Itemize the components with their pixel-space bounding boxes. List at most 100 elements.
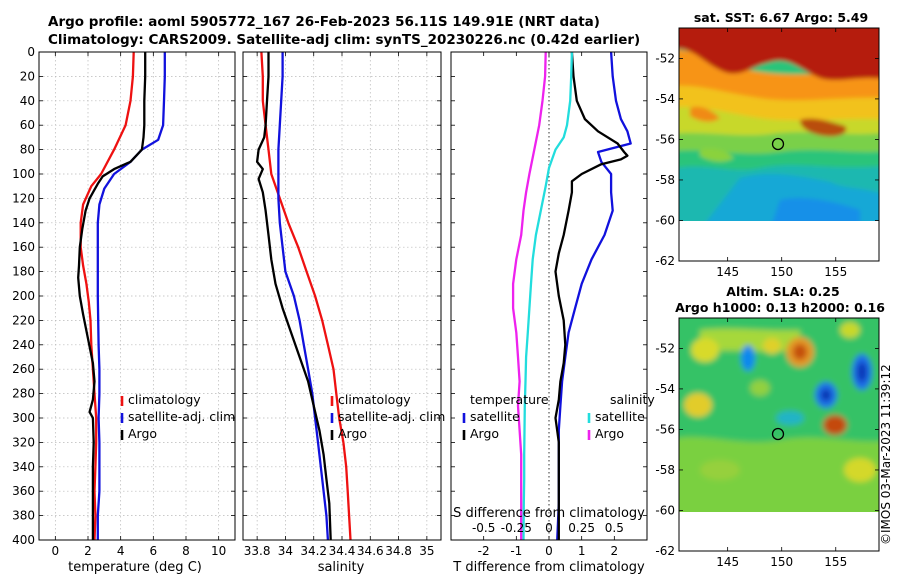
map-y-tick-label: -62	[655, 544, 675, 558]
map-y-tick-label: -58	[655, 173, 675, 187]
map-y-tick-label: -52	[655, 341, 675, 355]
y-tick-label: 380	[12, 509, 35, 523]
x-tick-label: 34.8	[385, 544, 412, 558]
map-y-tick-label: -62	[655, 254, 675, 268]
y-tick-label: 400	[12, 533, 35, 547]
y-tick-label: 20	[20, 69, 35, 83]
x-tick-label: 34.4	[329, 544, 356, 558]
legend-label: satellite-adj. clim	[128, 409, 235, 424]
figure-title-line2: Climatology: CARS2009. Satellite-adj cli…	[48, 32, 641, 48]
y-tick-label: 80	[20, 143, 35, 157]
map-y-tick-label: -54	[655, 92, 675, 106]
x-tick-label: 34.2	[300, 544, 327, 558]
x-tick-label: -1	[510, 544, 522, 558]
map-x-tick-label: 145	[716, 555, 739, 569]
y-tick-label: 0	[27, 45, 35, 59]
legend-label: Argo	[128, 426, 157, 441]
x-tick-label: 10	[211, 544, 226, 558]
series-line-satellite-adj-clim	[96, 52, 166, 540]
y-tick-label: 140	[12, 216, 35, 230]
x-tick-label: 1	[578, 544, 586, 558]
series-line-salinity-satellite	[522, 52, 574, 540]
y-tick-label: 340	[12, 460, 35, 474]
map-y-tick-label: -52	[655, 51, 675, 65]
x2-tick-label: 0.5	[605, 521, 624, 535]
x-tick-label: 33.8	[244, 544, 271, 558]
x-tick-label: 0	[545, 544, 553, 558]
y-tick-label: 60	[20, 118, 35, 132]
map-x-tick-label: 150	[770, 265, 793, 279]
x-tick-label: 34.6	[357, 544, 384, 558]
legend-header-salinity: salinity	[610, 392, 655, 407]
x-tick-label: 2	[611, 544, 619, 558]
map-y-tick-label: -58	[655, 463, 675, 477]
y-tick-label: 180	[12, 265, 35, 279]
figure-title-line1: Argo profile: aoml 5905772_167 26-Feb-20…	[48, 14, 600, 30]
sst-map: 145 150 155 -52 -54 -56 -58 -60 -62	[655, 27, 880, 279]
series-line-satellite-adj-clim	[277, 52, 330, 540]
map-x-tick-label: 155	[824, 265, 847, 279]
legend-label: satellite-adj. clim	[338, 409, 445, 424]
legend-label: Argo	[470, 426, 499, 441]
legend-label: satellite	[595, 409, 645, 424]
map-x-tick-label: 155	[824, 555, 847, 569]
map-x-tick-label: 145	[716, 265, 739, 279]
y-tick-label: 320	[12, 435, 35, 449]
x-tick-label: 4	[117, 544, 125, 558]
x-tick-label: -2	[478, 544, 490, 558]
sst-argo-marker	[771, 137, 785, 151]
x-tick-label: 8	[182, 544, 190, 558]
series-line-argo	[255, 52, 332, 540]
map-y-tick-label: -60	[655, 213, 675, 227]
legend-label: climatology	[128, 392, 201, 407]
difference-xlabel: T difference from climatology	[452, 560, 645, 575]
y-tick-label: 240	[12, 338, 35, 352]
sla-argo-marker	[771, 427, 785, 441]
legend-label: satellite	[470, 409, 520, 424]
y-tick-label: 200	[12, 289, 35, 303]
x2-tick-label: -0.25	[501, 521, 532, 535]
series-line-argo	[77, 52, 147, 540]
sst-map-title: sat. SST: 6.67 Argo: 5.49	[693, 10, 869, 25]
series-line-climatology	[260, 52, 352, 540]
sla-map-title-line1: Altim. SLA: 0.25	[726, 284, 840, 299]
series-line-climatology	[79, 52, 135, 540]
x-tick-label: 0	[52, 544, 60, 558]
series-line-salinity-argo	[511, 52, 547, 540]
legend-label: climatology	[338, 392, 411, 407]
map-y-tick-label: -54	[655, 382, 675, 396]
x2-tick-label: 0	[545, 521, 553, 535]
y-tick-label: 160	[12, 240, 35, 254]
map-y-tick-label: -56	[655, 132, 675, 146]
sla-map-title-line2: Argo h1000: 0.13 h2000: 0.16	[675, 300, 885, 315]
y-tick-label: 40	[20, 94, 35, 108]
x2-tick-label: -0.5	[472, 521, 495, 535]
x-tick-label: 6	[150, 544, 158, 558]
legend-label: Argo	[595, 426, 624, 441]
series-line-temperature-argo	[554, 52, 629, 540]
map-y-tick-label: -60	[655, 503, 675, 517]
x-tick-label: 34	[278, 544, 293, 558]
y-tick-label: 120	[12, 191, 35, 205]
y-tick-label: 220	[12, 313, 35, 327]
y-tick-label: 260	[12, 362, 35, 376]
y-tick-label: 360	[12, 484, 35, 498]
x-tick-label: 2	[84, 544, 92, 558]
x-tick-label: 35	[419, 544, 434, 558]
map-x-tick-label: 150	[770, 555, 793, 569]
x2-tick-label: 0.25	[568, 521, 595, 535]
y-tick-label: 280	[12, 387, 35, 401]
temperature-xlabel: temperature (deg C)	[68, 560, 202, 575]
y-tick-label: 100	[12, 167, 35, 181]
temperature-panel: 0 2 4 6 8 10020406080100120140160180200220240…	[12, 45, 236, 575]
legend-label: Argo	[338, 426, 367, 441]
salinity-panel: 33.8 34 34.2 34.4 34.6 34.8 35 salinity climat…	[242, 51, 445, 575]
legend-header-temperature: temperature	[470, 392, 549, 407]
difference-panel: -2 -1 0 1 2 T difference from climatology S …	[450, 51, 655, 575]
salinity-xlabel: salinity	[318, 560, 365, 575]
sla-map: 145 150 155 -52 -54 -56 -58 -60 -62	[655, 317, 880, 569]
difference-x2label: S difference from climatology	[453, 506, 645, 521]
y-tick-label: 300	[12, 411, 35, 425]
map-y-tick-label: -56	[655, 422, 675, 436]
